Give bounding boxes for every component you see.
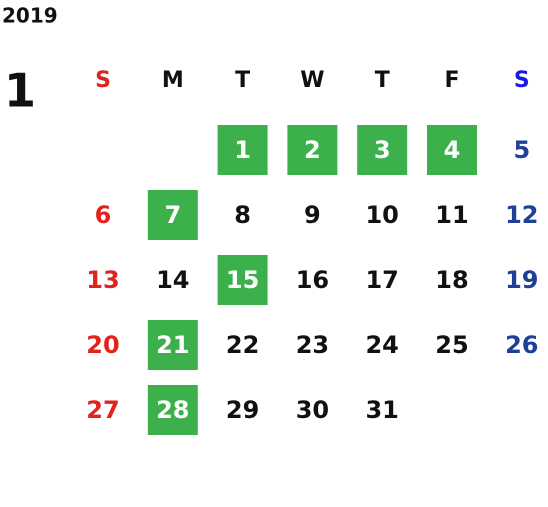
highlight-box	[217, 255, 268, 305]
day-number: 7	[164, 201, 181, 229]
day-number: 6	[95, 201, 112, 229]
highlight-box	[427, 125, 477, 175]
day-number: 13	[86, 266, 119, 294]
day-number: 22	[226, 331, 259, 359]
day-number: 25	[435, 331, 468, 359]
weekday-label: M	[162, 68, 184, 93]
day-number: 19	[505, 266, 538, 294]
day-number: 4	[444, 136, 461, 164]
day-number: 21	[156, 331, 189, 359]
day-number: 17	[365, 266, 398, 294]
day-number: 23	[296, 331, 329, 359]
day-number: 8	[234, 201, 251, 229]
day-number: 11	[435, 201, 468, 229]
day-number: 30	[296, 396, 329, 424]
day-number: 16	[296, 266, 329, 294]
year: 2019	[2, 4, 58, 28]
day-number: 29	[226, 396, 259, 424]
weekday-label: T	[375, 68, 390, 93]
weekday-label: F	[444, 68, 459, 93]
highlight-box	[147, 320, 198, 370]
weekday-label: S	[95, 68, 111, 93]
day-number: 1	[234, 136, 251, 164]
day-number: 2	[304, 136, 321, 164]
highlight-box	[217, 125, 268, 175]
highlight-box	[147, 190, 198, 240]
day-number: 10	[365, 201, 398, 229]
day-number: 15	[226, 266, 259, 294]
weekday-label: T	[235, 68, 250, 93]
highlight-box	[287, 125, 338, 175]
day-number: 18	[435, 266, 468, 294]
day-number: 5	[513, 136, 530, 164]
weekday-label: S	[514, 68, 530, 93]
weekday-label: W	[300, 68, 324, 93]
day-number: 31	[365, 396, 398, 424]
day-number: 12	[505, 201, 538, 229]
highlight-box	[147, 385, 198, 435]
day-number: 3	[374, 136, 391, 164]
day-number: 9	[304, 201, 321, 229]
highlight-box	[357, 125, 408, 175]
day-number: 26	[505, 331, 538, 359]
month: 1	[4, 64, 36, 118]
day-number: 28	[156, 396, 189, 424]
day-number: 20	[86, 331, 119, 359]
day-number: 27	[86, 396, 119, 424]
day-number: 24	[365, 331, 398, 359]
day-number: 14	[156, 266, 189, 294]
